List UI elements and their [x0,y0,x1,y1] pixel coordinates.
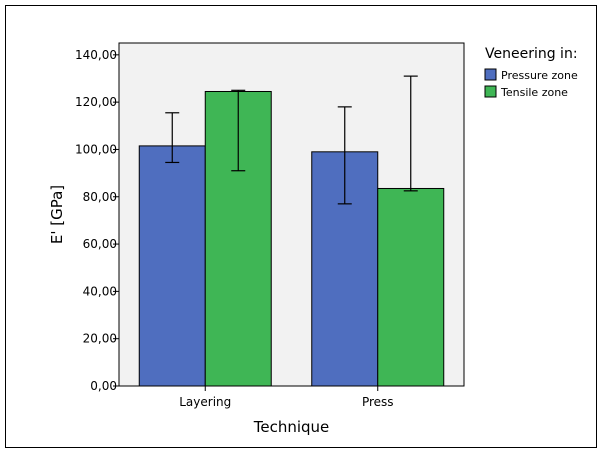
y-tick-label: 120,00 [75,95,117,109]
chart-marks [138,75,445,387]
y-tick-label: 100,00 [75,142,117,156]
bar-chart: 0,00 20,00 40,00 60,00 80,00 100,00 120,00 140,… [48,42,578,436]
y-tick-label: 0,00 [90,379,117,393]
y-tick-label: 40,00 [83,284,117,298]
y-axis-label: E' [GPa] [48,185,66,244]
legend-swatch [484,68,497,81]
y-tick-label: 140,00 [75,48,117,62]
x-tick-label: Press [362,395,394,409]
chart-frame: 0,00 20,00 40,00 60,00 80,00 100,00 120,00 140,… [5,5,597,448]
bar [377,187,445,387]
y-axis-ticks: 0,00 20,00 40,00 60,00 80,00 100,00 120,00 140,… [75,48,119,393]
x-axis-ticks: Layering Press [179,386,394,409]
legend-label: Tensile zone [500,86,568,99]
x-tick-label: Layering [179,395,231,409]
legend-title: Veneering in: [485,46,578,62]
legend-swatch [484,85,497,98]
y-tick-label: 80,00 [83,190,117,204]
bar [138,145,206,387]
x-axis-label: Technique [253,418,330,436]
legend: Veneering in: Pressure zone Tensile zone [484,46,578,99]
y-tick-label: 20,00 [83,332,117,346]
y-tick-label: 60,00 [83,237,117,251]
legend-label: Pressure zone [501,69,578,82]
